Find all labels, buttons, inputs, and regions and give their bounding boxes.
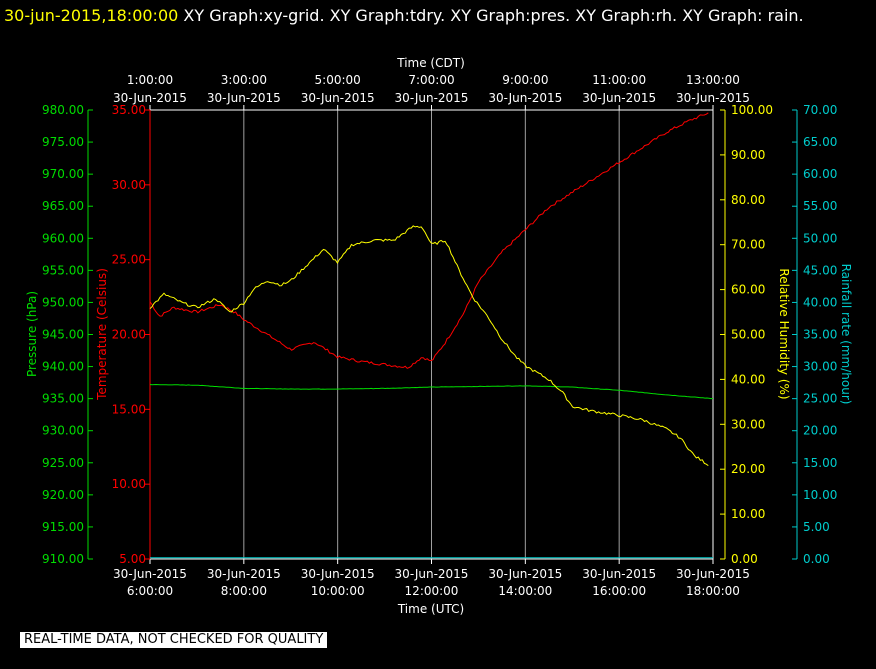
- rainfall-tick-label: 25.00: [803, 392, 837, 406]
- humidity-tick-label: 60.00: [731, 283, 765, 297]
- top-tick-time: 11:00:00: [592, 73, 646, 87]
- rainfall-tick-label: 70.00: [803, 103, 837, 117]
- top-tick-date: 30-Jun-2015: [676, 91, 750, 105]
- rainfall-tick-label: 60.00: [803, 167, 837, 181]
- top-tick-time: 9:00:00: [502, 73, 548, 87]
- bottom-tick-time: 6:00:00: [127, 584, 173, 598]
- temperature-tick-label: 35.00: [112, 103, 146, 117]
- pressure-tick-label: 930.00: [42, 424, 84, 438]
- graph-list: XY Graph:xy-grid. XY Graph:tdry. XY Grap…: [178, 6, 804, 25]
- bottom-tick-date: 30-Jun-2015: [113, 567, 187, 581]
- humidity-tick-label: 30.00: [731, 417, 765, 431]
- bottom-tick-date: 30-Jun-2015: [488, 567, 562, 581]
- humidity-tick-label: 80.00: [731, 193, 765, 207]
- humidity-tick-label: 50.00: [731, 328, 765, 342]
- pressure-tick-label: 940.00: [42, 360, 84, 374]
- temperature-tick-label: 5.00: [119, 552, 146, 566]
- rainfall-tick-label: 45.00: [803, 263, 837, 277]
- bottom-tick-date: 30-Jun-2015: [301, 567, 375, 581]
- pressure-tick-label: 975.00: [42, 135, 84, 149]
- top-tick-time: 13:00:00: [686, 73, 740, 87]
- top-tick-date: 30-Jun-2015: [488, 91, 562, 105]
- rh-series-line: [149, 225, 709, 467]
- pressure-tick-label: 910.00: [42, 552, 84, 566]
- chart-title-bar: 30-jun-2015,18:00:00 XY Graph:xy-grid. X…: [4, 2, 870, 30]
- top-tick-time: 1:00:00: [127, 73, 173, 87]
- top-tick-date: 30-Jun-2015: [207, 91, 281, 105]
- bottom-tick-time: 18:00:00: [686, 584, 740, 598]
- rainfall-tick-label: 15.00: [803, 456, 837, 470]
- grid-lines: [243, 110, 620, 559]
- temperature-tick-label: 25.00: [112, 253, 146, 267]
- top-tick-date: 30-Jun-2015: [113, 91, 187, 105]
- bottom-tick-date: 30-Jun-2015: [582, 567, 656, 581]
- pressure-tick-label: 915.00: [42, 520, 84, 534]
- bottom-tick-date: 30-Jun-2015: [676, 567, 750, 581]
- temperature-tick-label: 15.00: [112, 402, 146, 416]
- rainfall-axis-title: Rainfall rate (mm/hour): [839, 264, 853, 405]
- tdry-series-line: [149, 112, 709, 369]
- humidity-tick-label: 70.00: [731, 238, 765, 252]
- axes: 30-Jun-2015 6:00:00 30-Jun-2015 8:00:00 30-J…: [42, 73, 837, 598]
- pressure-tick-label: 960.00: [42, 231, 84, 245]
- pressure-tick-label: 925.00: [42, 456, 84, 470]
- rainfall-tick-label: 5.00: [803, 520, 830, 534]
- series-lines: [149, 112, 713, 559]
- top-tick-date: 30-Jun-2015: [582, 91, 656, 105]
- rainfall-tick-label: 50.00: [803, 231, 837, 245]
- humidity-tick-label: 10.00: [731, 507, 765, 521]
- top-axis-title: Time (CDT): [396, 56, 465, 70]
- rainfall-tick-label: 55.00: [803, 199, 837, 213]
- pressure-tick-label: 980.00: [42, 103, 84, 117]
- pressure-tick-label: 970.00: [42, 167, 84, 181]
- top-tick-time: 3:00:00: [221, 73, 267, 87]
- pres-series-line: [149, 383, 713, 400]
- humidity-tick-label: 0.00: [731, 552, 758, 566]
- bottom-tick-date: 30-Jun-2015: [395, 567, 469, 581]
- pressure-axis-title: Pressure (hPa): [25, 291, 39, 377]
- temperature-tick-label: 10.00: [112, 477, 146, 491]
- top-tick-date: 30-Jun-2015: [301, 91, 375, 105]
- bottom-tick-time: 8:00:00: [221, 584, 267, 598]
- pressure-tick-label: 950.00: [42, 295, 84, 309]
- temperature-axis-title: Temperature (Celsius): [95, 268, 109, 401]
- timestamp: 30-jun-2015,18:00:00: [4, 6, 179, 25]
- pressure-tick-label: 935.00: [42, 392, 84, 406]
- pressure-tick-label: 955.00: [42, 263, 84, 277]
- humidity-tick-label: 40.00: [731, 372, 765, 386]
- pressure-tick-label: 920.00: [42, 488, 84, 502]
- pressure-tick-label: 945.00: [42, 328, 84, 342]
- bottom-tick-time: 10:00:00: [311, 584, 365, 598]
- rainfall-tick-label: 0.00: [803, 552, 830, 566]
- quality-notice: REAL-TIME DATA, NOT CHECKED FOR QUALITY: [20, 632, 328, 648]
- bottom-tick-time: 14:00:00: [498, 584, 552, 598]
- rainfall-tick-label: 40.00: [803, 295, 837, 309]
- humidity-tick-label: 90.00: [731, 148, 765, 162]
- bottom-tick-time: 12:00:00: [405, 584, 459, 598]
- pressure-tick-label: 965.00: [42, 199, 84, 213]
- bottom-tick-date: 30-Jun-2015: [207, 567, 281, 581]
- top-tick-date: 30-Jun-2015: [395, 91, 469, 105]
- rainfall-tick-label: 65.00: [803, 135, 837, 149]
- top-tick-time: 5:00:00: [315, 73, 361, 87]
- humidity-axis-title: Relative Humidity (%): [777, 268, 791, 399]
- temperature-tick-label: 30.00: [112, 178, 146, 192]
- rainfall-tick-label: 10.00: [803, 488, 837, 502]
- temperature-tick-label: 20.00: [112, 328, 146, 342]
- humidity-tick-label: 100.00: [731, 103, 773, 117]
- bottom-axis-title: Time (UTC): [397, 602, 464, 616]
- humidity-tick-label: 20.00: [731, 462, 765, 476]
- rainfall-tick-label: 20.00: [803, 424, 837, 438]
- rainfall-tick-label: 30.00: [803, 360, 837, 374]
- bottom-tick-time: 16:00:00: [592, 584, 646, 598]
- top-tick-time: 7:00:00: [408, 73, 454, 87]
- rainfall-tick-label: 35.00: [803, 328, 837, 342]
